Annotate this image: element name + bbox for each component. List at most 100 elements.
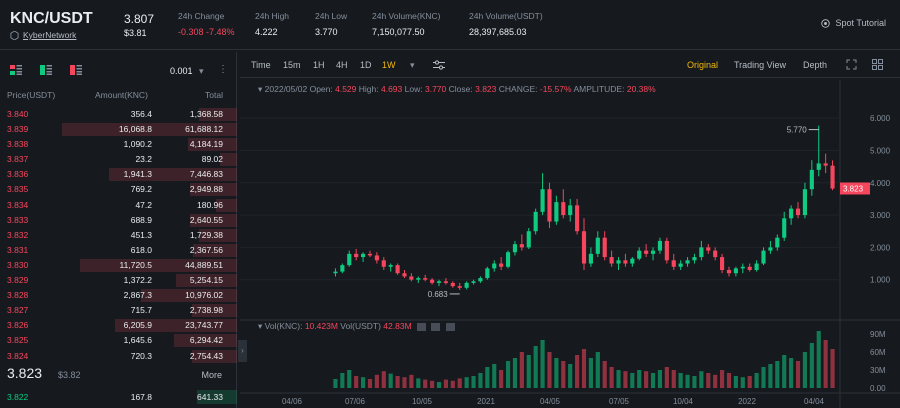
candle-body <box>747 266 752 270</box>
volume-bar <box>519 352 524 388</box>
candle-body <box>450 282 455 287</box>
ask-row[interactable]: 3.840 356.4 1,368.58 <box>0 107 237 122</box>
ask-row[interactable]: 3.825 1,645.6 6,294.42 <box>0 333 237 348</box>
candle-body <box>519 244 524 248</box>
candle-body <box>657 240 663 251</box>
ask-price: 3.831 <box>7 244 29 255</box>
ask-row[interactable]: 3.827 715.7 2,738.98 <box>0 303 237 318</box>
volume-bar <box>409 374 414 388</box>
expand-icon[interactable] <box>846 59 857 70</box>
close-label: Close: <box>448 84 473 94</box>
view-trading-view[interactable]: Trading View <box>734 60 787 70</box>
volume-bar <box>754 373 759 388</box>
candle-body <box>499 263 504 267</box>
stat-value: 28,397,685.03 <box>469 27 527 37</box>
ask-row[interactable]: 3.834 47.2 180.96 <box>0 198 237 213</box>
stat-label: 24h Volume(KNC) <box>372 11 441 21</box>
eye-icon[interactable] <box>417 322 427 331</box>
volume-bar <box>423 379 428 388</box>
more-options-icon[interactable]: ⋮ <box>218 64 228 75</box>
spot-tutorial-link[interactable]: Spot Tutorial <box>821 18 886 28</box>
candle-body <box>374 255 379 261</box>
x-tick-label: 2022 <box>738 397 756 406</box>
order-book: 0.001 ▾ ⋮ Price(USDT) Amount(KNC) Total … <box>0 52 237 408</box>
interval-1w[interactable]: 1W <box>382 60 396 70</box>
ask-row[interactable]: 3.830 11,720.5 44,889.51 <box>0 258 237 273</box>
interval-4h[interactable]: 4H <box>336 60 348 70</box>
project-icon <box>10 30 19 40</box>
candle-body <box>409 276 414 280</box>
candle-body <box>478 278 483 282</box>
volume-bar <box>713 374 718 388</box>
layout-grid-icon[interactable] <box>872 59 883 70</box>
book-last-price: 3.823 <box>7 365 43 381</box>
project-link-row[interactable]: KyberNetwork <box>10 30 76 40</box>
project-link[interactable]: KyberNetwork <box>23 30 77 40</box>
volume-bar <box>664 367 669 388</box>
interval-1h[interactable]: 1H <box>313 60 325 70</box>
ask-row[interactable]: 3.832 451.3 1,729.38 <box>0 228 237 243</box>
bid-row[interactable]: 3.822 167.8 641.33 <box>0 390 237 404</box>
volume-bar <box>388 373 393 388</box>
ask-row[interactable]: 3.836 1,941.3 7,446.83 <box>0 167 237 182</box>
more-link[interactable]: More <box>201 370 222 380</box>
collapse-chevron-icon[interactable]: ▾ <box>258 321 263 331</box>
ask-row[interactable]: 3.835 769.2 2,949.88 <box>0 182 237 197</box>
vol-usdt-label: Vol(USDT) <box>340 321 381 331</box>
chevron-down-icon: ▾ <box>199 66 204 76</box>
interval-15m[interactable]: 15m <box>283 60 301 70</box>
ask-row[interactable]: 3.828 2,867.3 10,976.02 <box>0 288 237 303</box>
interval-time[interactable]: Time <box>251 60 271 70</box>
view-original[interactable]: Original <box>687 60 719 70</box>
candle-body <box>809 169 814 190</box>
candle-body <box>726 270 732 274</box>
volume-bar <box>720 370 725 388</box>
ask-row[interactable]: 3.824 720.3 2,754.43 <box>0 349 237 364</box>
volume-bar <box>436 382 442 388</box>
ask-total: 2,754.43 <box>189 350 223 361</box>
ask-price: 3.825 <box>7 335 29 346</box>
ask-row[interactable]: 3.831 618.0 2,367.56 <box>0 243 237 258</box>
ask-amount: 23.2 <box>135 154 152 165</box>
panel-collapse-handle[interactable]: › <box>238 340 247 362</box>
ask-price: 3.832 <box>7 229 29 240</box>
settings-sliders-icon[interactable] <box>433 60 445 70</box>
ask-total: 5,254.15 <box>189 275 223 286</box>
ask-row[interactable]: 3.839 16,068.8 61,688.12 <box>0 122 237 137</box>
view-depth[interactable]: Depth <box>803 60 828 70</box>
settings-icon[interactable] <box>431 322 441 331</box>
current-price-label: 3.823 <box>843 184 864 193</box>
both-sides-icon[interactable] <box>10 65 22 75</box>
candlestick-chart[interactable]: 6.000 5.000 4.000 3.000 2.000 1.000 90M 60M 30M 0… <box>240 80 900 408</box>
volume-bar <box>402 377 407 388</box>
vol-tick-label: 90M <box>870 330 886 339</box>
vol-tick-label: 60M <box>870 348 886 357</box>
vol-knc-label: Vol(KNC): <box>264 321 303 331</box>
bids-only-icon[interactable] <box>40 65 52 75</box>
volume-bar <box>526 355 531 388</box>
close-icon[interactable] <box>445 322 455 331</box>
candle-body <box>754 263 759 270</box>
interval-1d[interactable]: 1D <box>360 60 372 70</box>
candle-body <box>595 237 600 254</box>
collapse-chevron-icon[interactable]: ▾ <box>258 84 263 94</box>
volume-bar <box>644 371 649 388</box>
ask-amount: 356.4 <box>130 109 152 119</box>
ask-row[interactable]: 3.833 688.9 2,640.55 <box>0 213 237 228</box>
ask-row[interactable]: 3.837 23.2 89.02 <box>0 152 237 167</box>
ask-row[interactable]: 3.838 1,090.2 4,184.19 <box>0 137 237 152</box>
volume-bar <box>609 367 614 388</box>
ask-amount: 618.0 <box>130 244 152 255</box>
ask-row[interactable]: 3.826 6,205.9 23,743.77 <box>0 318 237 333</box>
precision-select[interactable]: 0.001 ▾ <box>170 66 204 77</box>
volume-bar <box>775 361 780 388</box>
open-value: 4.529 <box>335 84 357 94</box>
ask-price: 3.827 <box>7 305 29 316</box>
asks-only-icon[interactable] <box>70 65 82 75</box>
volume-bar <box>802 352 808 388</box>
ask-depth-bar <box>140 289 237 303</box>
ask-row[interactable]: 3.829 1,372.2 5,254.15 <box>0 273 237 288</box>
volume-bar <box>671 370 676 388</box>
volume-bar <box>395 376 400 388</box>
interval-more-chevron-icon[interactable]: ▾ <box>410 60 415 70</box>
